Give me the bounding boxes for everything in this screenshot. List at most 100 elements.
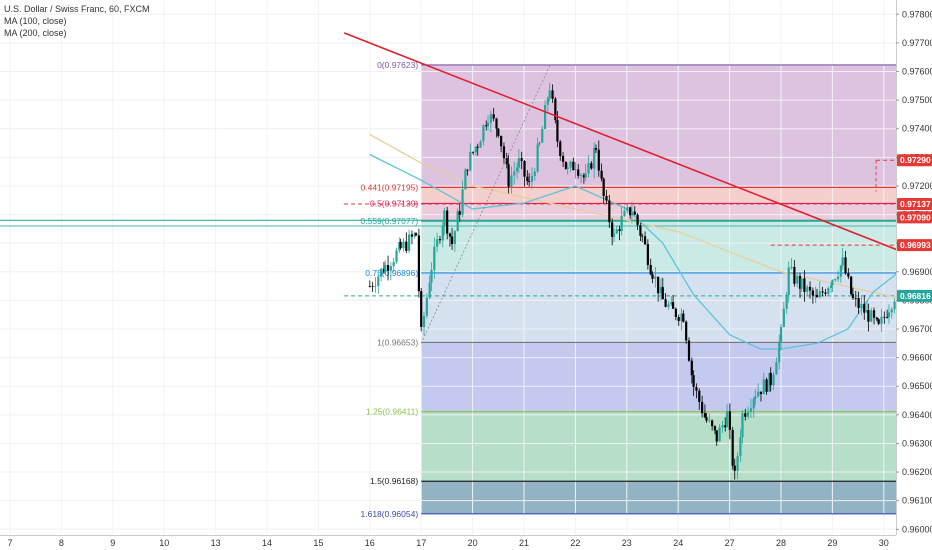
candle-body [674,308,677,318]
candle-body [724,425,727,428]
price-tick-label: 0.97200 [902,181,932,191]
candle-body [798,276,802,289]
price-tick-label: 0.96900 [902,267,932,277]
candle-body [450,236,454,244]
time-tick-label: 29 [827,538,837,548]
candle-body [818,291,821,298]
candle-body [438,239,442,241]
time-axis[interactable]: 7 8 9 10 13 14 15 16 17 20 21 22 23 24 27 28 29 30 [0,535,896,550]
candle-body [405,241,408,251]
fib-level-label: 0.441(0.97195) [361,182,419,192]
candle-body [392,261,395,267]
candle-body [486,122,490,127]
candle-body [569,161,572,168]
candle-body [687,340,691,361]
candle-body [883,316,886,318]
price-tick-label: 0.96500 [902,381,932,391]
fibonacci-zones [421,64,896,514]
time-tick-label: 20 [468,538,478,548]
candle-body [731,429,734,466]
candle-body [834,279,837,281]
candle-body [597,149,600,171]
price-tag-bg [897,154,932,167]
candle-body [775,362,778,375]
fib-zone [421,203,896,222]
candle-body [623,210,626,216]
candle-body [402,241,405,249]
candle-body [546,98,550,105]
candle-body [718,427,721,442]
candle-body [847,273,850,277]
candle-body [854,298,857,299]
price-tick-label: 0.97800 [902,9,932,19]
candle-body [612,233,616,237]
time-tick-label: 7 [7,538,12,548]
candle-body [692,375,695,387]
candle-body [747,411,750,417]
candle-body [643,236,647,245]
candle-body [464,169,467,190]
time-tick-label: 13 [211,538,221,548]
candle-body [446,210,449,234]
candle-body [752,399,755,409]
candle-body [476,146,479,148]
candle-body [715,430,718,442]
candle-body [482,125,485,142]
price-tick-label: 0.96600 [902,353,932,363]
candle-body [844,257,847,274]
fibonacci-levels: 0(0.97623) 0.441(0.97195) 0.5(0.97139) 0.55… [0,60,896,519]
time-tick-label: 17 [416,538,426,548]
candle-body [530,175,534,182]
price-tag-text: 0.96993 [900,240,931,250]
fib-level-label: 1(0.96653) [377,337,418,347]
candle-body [630,211,634,216]
fib-zone [421,481,896,514]
candle-body [667,304,670,307]
candle-body [377,276,380,286]
candle-body [399,241,402,249]
candle-body [497,128,500,136]
candle-body [566,167,569,170]
candle-body [659,286,663,294]
candle-body [492,114,495,119]
candle-body [695,386,698,391]
price-tags: 0.97290 0.97137 0.97090 0.96993 0.96816 [897,154,932,302]
candle-body [890,309,893,313]
candle-body [649,264,652,275]
candle-body [417,235,420,292]
candle-body [641,235,644,237]
candle-body [759,391,763,395]
candle-body [386,265,390,271]
candle-body [579,175,583,176]
time-tick-label: 21 [519,538,529,548]
price-tick-label: 0.97500 [902,95,932,105]
fib-zone [421,64,896,188]
candle-body [551,90,554,99]
candle-body [768,372,771,392]
candle-body [682,313,685,322]
candle-body [806,286,809,292]
candle-body [458,211,461,215]
candle-body [705,417,708,421]
candle-body [495,118,498,129]
ma200-legend: MA (200, close) [4,28,67,38]
candle-body [633,211,636,215]
ma100-line [369,153,932,350]
candle-body [584,173,587,178]
candle-body [526,176,529,182]
candle-body [765,379,768,392]
candle-body [368,286,371,287]
price-axis[interactable]: 0.978000.977000.976000.975000.974000.973… [896,0,932,550]
candle-body [721,425,724,428]
candle-body [762,379,765,395]
candle-body [374,285,377,287]
time-tick-label: 28 [776,538,786,548]
candle-body [505,158,508,165]
candle-body [657,276,660,294]
candle-body [779,327,783,342]
candle-body [559,141,562,156]
price-tag-text: 0.97137 [900,199,931,209]
price-tick-label: 0.96400 [902,410,932,420]
candle-body [733,465,736,471]
